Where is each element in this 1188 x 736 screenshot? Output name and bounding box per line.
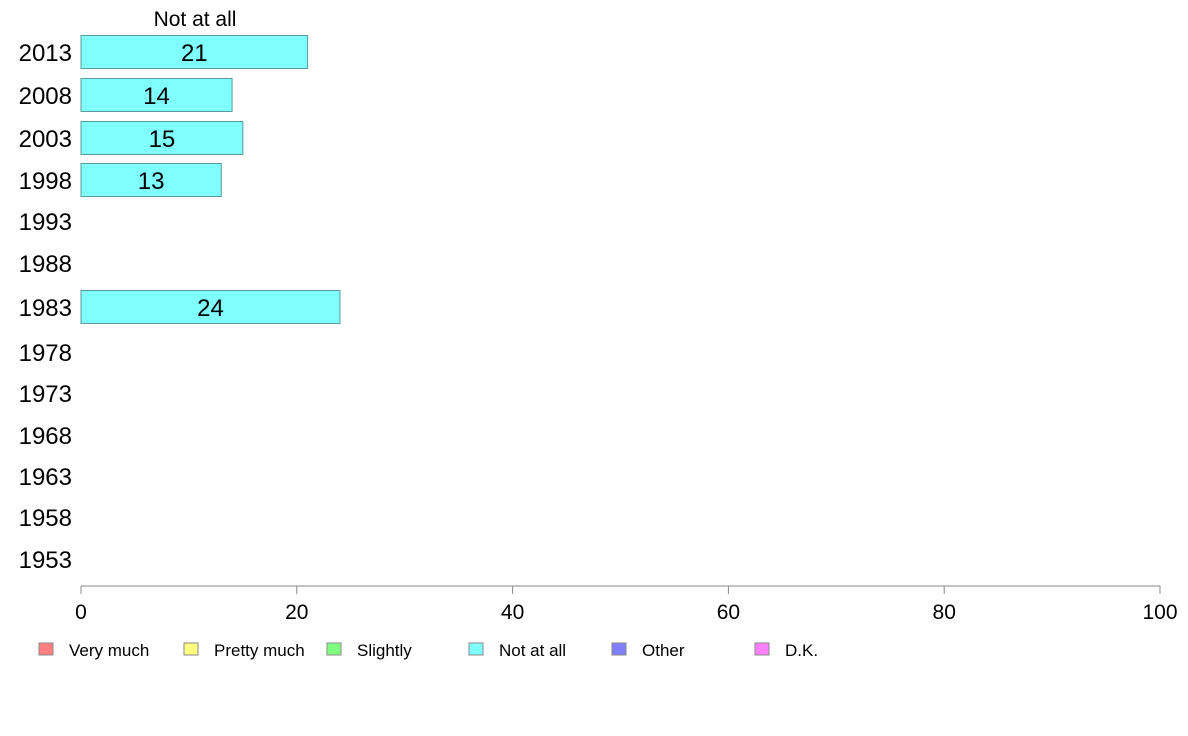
year-label: 1993 [19,209,72,236]
x-tick-label: 20 [285,601,308,624]
bar-value-label: 13 [138,168,165,195]
bar-value-label: 14 [143,83,170,110]
year-label: 1973 [19,381,72,408]
legend-swatch [183,642,199,656]
bar-value-label: 21 [181,40,208,67]
legend-swatch [468,642,484,656]
year-label: 1963 [19,464,72,491]
legend-label: D.K. [785,641,818,660]
legend-label: Other [642,641,685,660]
bar-segment [80,290,341,324]
year-axis: 2013 2008 2003 1998 1993 1988 1983 1978 1973 1968… [19,40,72,574]
legend: Very much Pretty much Slightly Not at all Ot… [38,641,818,660]
year-label: 1998 [19,168,72,195]
year-label: 1968 [19,423,72,450]
year-label: 1953 [19,547,72,574]
legend-label: Very much [69,641,149,660]
x-tick-label: 60 [717,601,740,624]
legend-swatch [326,642,342,656]
legend-label: Slightly [357,641,412,660]
legend-label: Pretty much [214,641,305,660]
x-tick-label: 0 [75,601,87,624]
bars: 21 14 15 13 24 [80,35,341,324]
year-label: 2003 [19,126,72,153]
year-label: 1983 [19,295,72,322]
x-tick-label: 100 [1142,601,1177,624]
legend-swatch [38,642,54,656]
bar-segment [80,78,233,112]
x-axis: 0 20 40 60 80 100 [75,585,1178,624]
legend-label: Not at all [499,641,566,660]
x-tick-label: 40 [501,601,524,624]
year-label: 1988 [19,251,72,278]
legend-swatch [611,642,627,656]
year-label: 1958 [19,505,72,532]
year-label: 2008 [19,83,72,110]
column-header: Not at all [154,8,237,31]
legend-swatch [754,642,770,656]
year-label: 2013 [19,40,72,67]
x-tick-label: 80 [933,601,956,624]
bar-segment [80,35,309,69]
year-label: 1978 [19,340,72,367]
bar-value-label: 24 [197,295,224,322]
bar-value-label: 15 [149,126,176,153]
bar-segment [80,163,222,197]
bar-segment [80,121,244,155]
